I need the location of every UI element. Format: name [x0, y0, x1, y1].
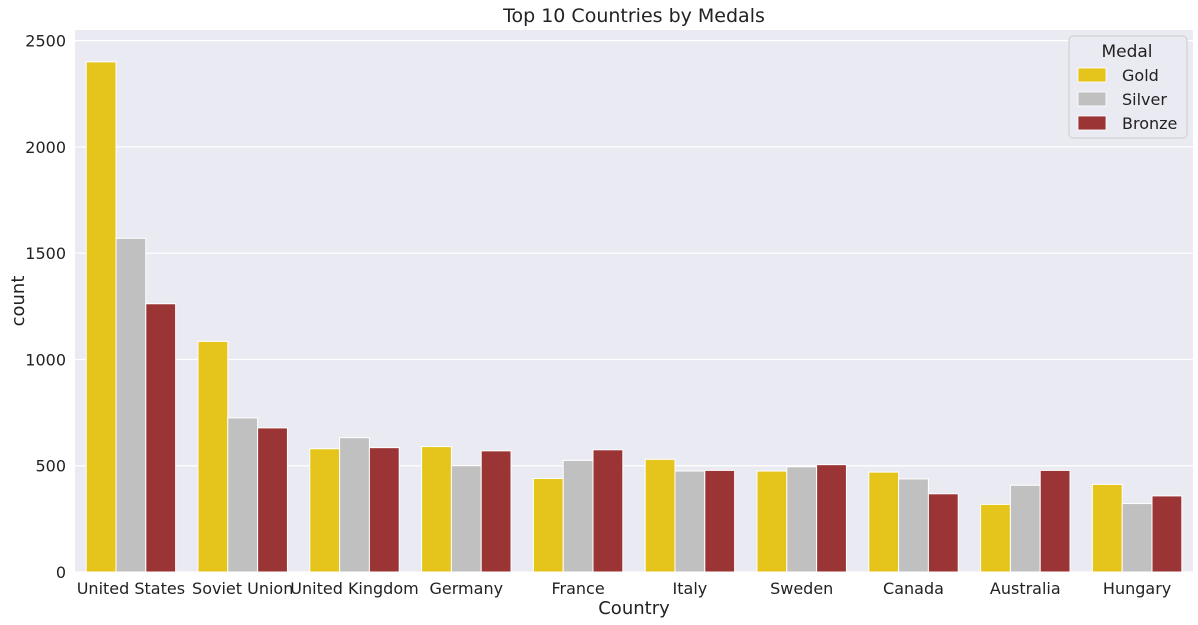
- bars: [85, 61, 1183, 573]
- legend-swatch-gold: [1077, 67, 1107, 83]
- bar-gold-hungary: [1091, 483, 1123, 573]
- y-tick-label: 1500: [25, 244, 66, 263]
- bar-gold-italy: [644, 458, 676, 573]
- legend-label-gold: Gold: [1122, 66, 1159, 85]
- bar-silver-italy: [674, 470, 706, 573]
- legend-swatch-bronze: [1077, 115, 1107, 131]
- x-tick-label: Canada: [883, 579, 944, 598]
- y-axis-title: count: [8, 276, 29, 327]
- bar-silver-canada: [898, 478, 929, 573]
- bar-silver-australia: [1009, 484, 1041, 573]
- legend-label-silver: Silver: [1122, 90, 1167, 109]
- bar-silver-france: [562, 459, 594, 573]
- bar-gold-france: [532, 477, 564, 573]
- bar-bronze-germany: [480, 450, 512, 573]
- bar-bronze-soviet-union: [257, 427, 288, 573]
- x-tick-label: United Kingdom: [290, 579, 418, 598]
- legend-label-bronze: Bronze: [1122, 114, 1177, 133]
- chart-title: Top 10 Countries by Medals: [502, 5, 765, 27]
- y-tick-label: 0: [56, 563, 66, 582]
- bar-bronze-italy: [704, 469, 736, 573]
- legend: Medal Gold Silver Bronze: [1068, 35, 1188, 139]
- x-tick-label: Germany: [430, 579, 504, 598]
- bar-bronze-canada: [927, 493, 959, 573]
- bar-bronze-sweden: [816, 464, 847, 573]
- x-axis-title: Country: [598, 598, 670, 619]
- y-tick-label: 2000: [25, 138, 66, 157]
- bar-bronze-hungary: [1151, 495, 1183, 573]
- legend-box: [1068, 35, 1188, 139]
- bar-gold-sweden: [756, 470, 788, 573]
- y-axis-ticks: 0 500 1000 1500 2000 2500: [25, 32, 66, 582]
- bar-bronze-france: [592, 449, 624, 573]
- y-tick-label: 2500: [25, 32, 66, 51]
- bar-bronze-united-kingdom: [368, 447, 400, 573]
- bar-bronze-australia: [1039, 469, 1071, 573]
- bar-silver-united-states: [115, 237, 147, 573]
- x-tick-label: Australia: [990, 579, 1061, 598]
- bar-gold-united-kingdom: [309, 448, 341, 573]
- bar-silver-hungary: [1121, 503, 1153, 573]
- bar-silver-soviet-union: [227, 417, 259, 573]
- bar-silver-sweden: [786, 466, 818, 573]
- y-tick-label: 1000: [25, 350, 66, 369]
- bar-silver-united-kingdom: [339, 437, 370, 573]
- bar-gold-soviet-union: [197, 340, 229, 573]
- x-tick-label: Italy: [673, 579, 708, 598]
- legend-swatch-silver: [1077, 91, 1107, 107]
- x-tick-label: Soviet Union: [192, 579, 293, 598]
- legend-items: Gold Silver Bronze: [1077, 66, 1177, 133]
- bar-gold-australia: [980, 503, 1011, 573]
- y-tick-label: 500: [35, 457, 66, 476]
- bar-gold-canada: [868, 471, 900, 573]
- bar-gold-germany: [421, 446, 452, 573]
- bar-gold-united-states: [85, 61, 117, 573]
- legend-title: Medal: [1101, 42, 1152, 62]
- x-tick-label: Hungary: [1103, 579, 1171, 598]
- x-tick-label: United States: [77, 579, 185, 598]
- bar-bronze-united-states: [145, 303, 177, 573]
- x-tick-label: France: [551, 579, 604, 598]
- x-tick-label: Sweden: [770, 579, 833, 598]
- bar-silver-germany: [450, 465, 482, 573]
